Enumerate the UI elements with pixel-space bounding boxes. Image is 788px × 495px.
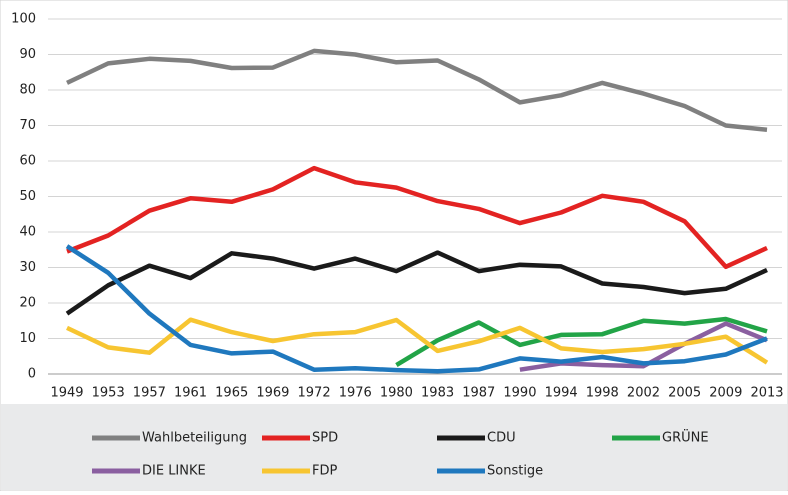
legend-label: Wahlbeteiligung — [142, 431, 247, 446]
legend-label: GRÜNE — [662, 429, 709, 446]
legend-panel — [1, 404, 787, 490]
series-line — [65, 244, 768, 374]
x-tick-label: 2013 — [750, 386, 783, 401]
y-tick-label: 90 — [19, 47, 36, 62]
x-tick-label: 1961 — [174, 386, 207, 401]
legend-label: FDP — [312, 464, 337, 479]
series-line — [66, 48, 768, 133]
y-tick-label: 30 — [19, 260, 36, 275]
x-tick-label: 1990 — [503, 386, 536, 401]
y-tick-label: 60 — [19, 154, 36, 169]
x-tick-label: 1994 — [545, 386, 578, 401]
y-tick-label: 70 — [19, 118, 36, 133]
x-tick-label: 2009 — [709, 386, 742, 401]
y-tick-label: 50 — [19, 189, 36, 204]
legend-label: DIE LINKE — [142, 464, 206, 479]
legend-label: CDU — [487, 431, 516, 446]
x-tick-label: 2005 — [668, 386, 701, 401]
y-tick-label: 20 — [19, 296, 36, 311]
legend-label: Sonstige — [487, 464, 543, 479]
x-tick-label: 1980 — [380, 386, 413, 401]
x-tick-label: 1957 — [133, 386, 166, 401]
x-tick-label: 1972 — [298, 386, 331, 401]
x-tick-label: 1953 — [92, 386, 125, 401]
legend-label: SPD — [312, 431, 338, 446]
y-tick-label: 80 — [19, 83, 36, 98]
y-tick-label: 40 — [19, 225, 36, 240]
x-tick-label: 1976 — [339, 386, 372, 401]
x-tick-label: 2002 — [627, 386, 660, 401]
series-line — [66, 317, 769, 365]
y-tick-label: 100 — [11, 12, 36, 27]
x-tick-label: 1998 — [586, 386, 619, 401]
x-tick-label: 1949 — [50, 386, 83, 401]
y-tick-label: 10 — [19, 331, 36, 346]
x-tick-label: 1965 — [215, 386, 248, 401]
y-tick-label: 0 — [28, 367, 36, 382]
series-line — [66, 165, 768, 270]
x-tick-label: 1987 — [462, 386, 495, 401]
x-tick-label: 1969 — [256, 386, 289, 401]
series-line — [395, 316, 768, 368]
x-tick-label: 1983 — [421, 386, 454, 401]
series-line — [65, 250, 768, 316]
